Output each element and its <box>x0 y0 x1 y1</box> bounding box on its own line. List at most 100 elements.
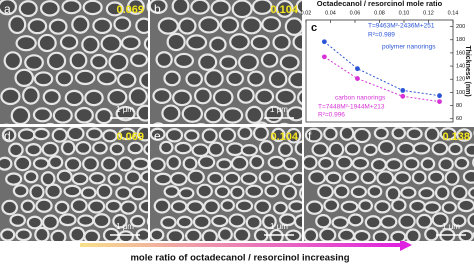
nanoring <box>407 128 421 139</box>
x-tick-label: 0.02 <box>301 10 312 16</box>
y-tick-label: 100 <box>456 90 465 96</box>
nanoring <box>330 143 343 156</box>
data-point <box>437 93 442 98</box>
nanoring <box>178 217 192 228</box>
nanoring <box>375 201 389 212</box>
nanoring <box>227 143 243 155</box>
scale-bar-label: 1 μm <box>442 222 460 231</box>
nanoring <box>9 144 22 157</box>
nanoring <box>14 185 28 196</box>
nanoring <box>1 89 19 104</box>
nanoring <box>304 229 317 242</box>
y-axis-title: Thickness (nm) <box>464 45 471 96</box>
nanoring <box>381 245 394 257</box>
nanoring <box>126 171 140 183</box>
ratio-label: 0.069 <box>116 4 144 16</box>
nanoring <box>58 244 72 257</box>
nanoring <box>341 127 353 140</box>
nanoring <box>248 72 264 86</box>
nanoring <box>150 158 165 171</box>
nanoring <box>252 36 269 49</box>
nanoring <box>136 19 151 33</box>
nanoring <box>84 1 102 14</box>
nanoring <box>443 202 456 213</box>
nanoring <box>60 214 76 225</box>
nanoring <box>84 231 99 243</box>
nanoring <box>436 186 448 199</box>
nanoring <box>130 88 147 105</box>
annotation: T=9463M²-2436M+251 <box>368 23 435 30</box>
nanoring <box>183 106 202 122</box>
sem-image <box>0 127 166 258</box>
nanoring <box>56 202 69 213</box>
panel-label: c <box>311 22 317 34</box>
data-point <box>355 66 360 71</box>
nanoring <box>23 87 38 103</box>
nanoring <box>184 157 197 169</box>
nanoring <box>93 19 111 33</box>
nanoring <box>307 202 322 214</box>
nanoring <box>269 157 284 168</box>
nanoring <box>284 158 297 169</box>
nanoring <box>111 144 124 155</box>
nanoring <box>187 35 206 49</box>
nanoring <box>48 53 65 69</box>
nanoring <box>89 201 104 213</box>
nanoring <box>346 143 360 154</box>
nanoring <box>221 200 233 211</box>
nanoring <box>430 245 445 255</box>
nanoring <box>426 128 439 141</box>
nanoring <box>286 18 303 34</box>
nanoring <box>225 173 239 184</box>
nanoring <box>187 201 202 212</box>
nanoring <box>209 143 223 156</box>
nanoring <box>375 128 388 139</box>
sem-image <box>303 127 474 258</box>
nanoring <box>83 157 98 170</box>
y-tick-label: 200 <box>456 24 465 30</box>
nanoring <box>25 171 38 182</box>
annotation: R²=0.989 <box>368 32 395 39</box>
nanoring <box>61 35 77 49</box>
x-tick-label: 0.10 <box>399 10 410 16</box>
nanoring <box>366 216 381 228</box>
sem-image <box>150 0 321 141</box>
panel-label: b <box>154 2 161 16</box>
x-tick-label: 0.12 <box>423 10 434 16</box>
nanoring <box>73 173 88 184</box>
data-point <box>322 39 327 44</box>
nanoring <box>381 216 396 228</box>
nanoring <box>173 91 191 105</box>
nanoring <box>25 243 39 255</box>
nanoring <box>246 186 262 197</box>
nanoring <box>188 171 203 184</box>
nanoring <box>364 145 376 155</box>
nanoring <box>94 214 109 227</box>
series-label: polymer nanorings <box>382 44 436 51</box>
nanoring <box>1 229 14 240</box>
nanoring <box>319 158 332 169</box>
x-tick-label: 0.06 <box>350 10 361 16</box>
nanoring <box>455 158 468 169</box>
nanoring <box>253 0 271 14</box>
nanoring <box>16 70 33 86</box>
annotation: R²=0.996 <box>318 112 345 119</box>
sem-image <box>150 127 317 257</box>
nanoring <box>260 141 273 154</box>
ratio-label: 0.138 <box>442 131 470 143</box>
nanoring <box>27 144 41 155</box>
nanoring <box>93 142 106 153</box>
nanoring <box>76 71 94 84</box>
nanoring <box>279 143 292 156</box>
nanoring <box>439 158 452 170</box>
ratio-label: 0.104 <box>270 131 298 143</box>
nanoring <box>157 52 172 67</box>
nanoring <box>131 187 146 200</box>
nanoring <box>131 53 147 66</box>
nanoring <box>333 217 348 228</box>
nanoring <box>324 199 338 211</box>
nanoring <box>12 107 29 124</box>
nanoring <box>320 229 335 242</box>
nanoring <box>98 185 112 198</box>
